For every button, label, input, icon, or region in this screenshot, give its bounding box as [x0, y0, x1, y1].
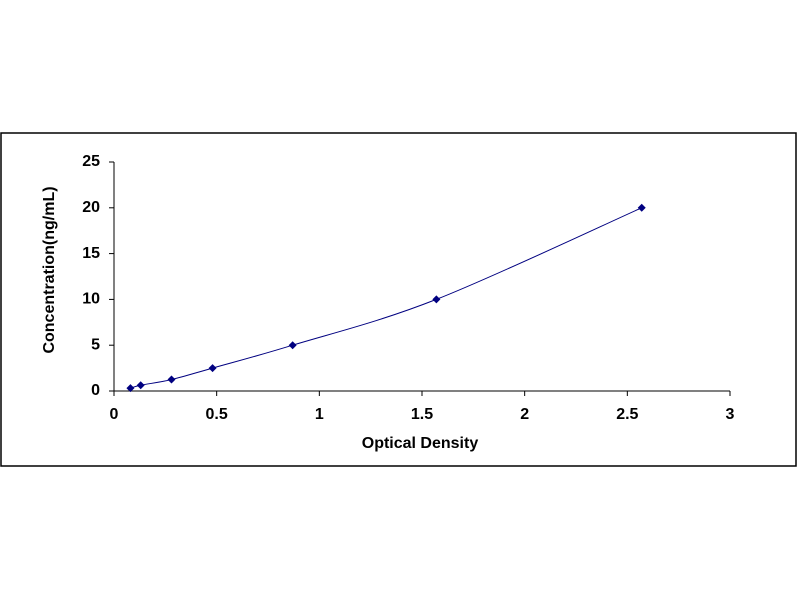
- data-point: [432, 295, 441, 304]
- data-point: [637, 203, 646, 212]
- y-tick-label: 10: [82, 291, 100, 308]
- data-point: [288, 341, 297, 350]
- chart-frame: [0, 132, 797, 467]
- x-tick-label: 2: [520, 406, 529, 423]
- x-tick-label: 0.5: [206, 406, 228, 423]
- x-tick-label: 1: [315, 406, 324, 423]
- x-tick-label: 2.5: [616, 406, 638, 423]
- y-tick-label: 0: [91, 382, 100, 399]
- y-tick-label: 15: [82, 245, 100, 262]
- data-point: [208, 364, 217, 373]
- x-axis-label: Optical Density: [362, 435, 479, 452]
- fit-curve: [130, 207, 642, 389]
- data-point: [126, 384, 135, 393]
- data-point: [167, 375, 176, 384]
- data-point: [136, 381, 145, 390]
- x-tick-label: 1.5: [411, 406, 433, 423]
- y-tick-label: 25: [82, 153, 100, 170]
- y-tick-label: 20: [82, 199, 100, 216]
- x-tick-label: 0: [110, 406, 119, 423]
- x-tick-label: 3: [726, 406, 735, 423]
- y-tick-label: 5: [91, 336, 100, 353]
- y-axis-label: Concentration(ng/mL): [41, 186, 58, 353]
